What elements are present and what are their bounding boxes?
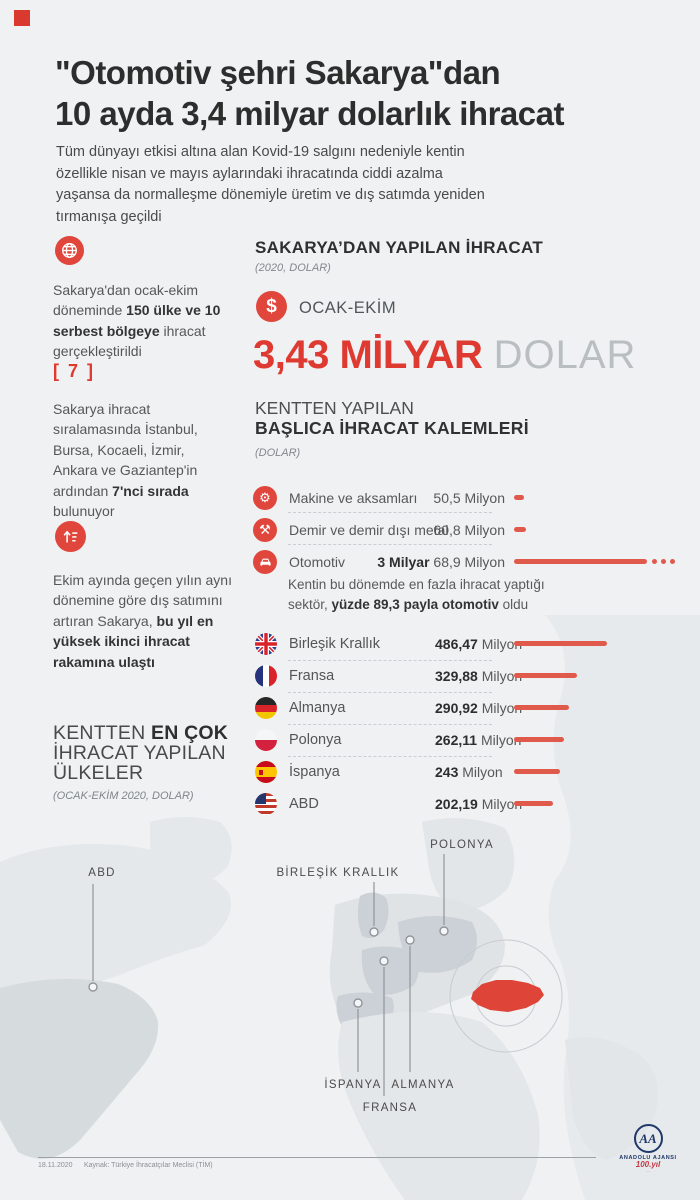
country-bar — [514, 641, 607, 646]
country-bar — [514, 705, 570, 710]
map-label-abd: ABD — [88, 867, 116, 879]
country-row: Birleşik Krallık 486,47 Milyon — [253, 628, 665, 660]
footer-source: Kaynak: Türkiye İhracatçılar Meclisi (Tİ… — [84, 1162, 213, 1169]
export-heading: SAKARYA’DAN YAPILAN İHRACAT — [255, 238, 544, 257]
sector-bar — [514, 495, 524, 500]
sector-row: Otomotiv 3 Milyar 68,9 Milyon — [253, 546, 675, 578]
rank-badge: [ 7 ] — [53, 361, 96, 381]
divider — [288, 756, 492, 757]
aa-logo-name: ANADOLU AJANSI — [619, 1155, 677, 1161]
period-label: OCAK-EKİM — [299, 299, 397, 317]
marker-uk — [369, 927, 379, 937]
sector-note: Kentin bu dönemde en fazla ihracat yaptı… — [288, 577, 545, 612]
countries-section-subtitle: (OCAK-EKİM 2020, DOLAR) — [53, 790, 194, 802]
flag-uk — [255, 633, 277, 655]
sectors-heading-line1: KENTTEN YAPILAN — [255, 398, 414, 418]
footer-date: 18.11.2020 — [38, 1162, 73, 1169]
sector-bar — [514, 527, 526, 532]
export-subtitle: (2020, DOLAR) — [255, 262, 331, 274]
intro-paragraph: Tüm dünyayı etkisi altına alan Kovid-19 … — [56, 144, 485, 225]
divider — [288, 544, 492, 545]
divider — [288, 692, 492, 693]
sectors-subtitle: (DOLAR) — [255, 447, 301, 459]
divider — [288, 512, 492, 513]
marker-france — [379, 956, 389, 966]
left-paragraph-2: Sakarya ihracat sıralamasında İstanbul, … — [53, 401, 198, 520]
page-title: "Otomotiv şehri Sakarya"dan 10 ayda 3,4 … — [55, 52, 655, 134]
aa-logo-icon: AA — [633, 1124, 663, 1153]
dollar-icon: $ — [256, 291, 287, 322]
flag-poland — [255, 729, 277, 751]
countries-section-heading: KENTTEN EN ÇOK İHRACAT YAPILAN ÜLKELER — [53, 722, 229, 784]
car-icon — [253, 550, 277, 574]
title-line1: "Otomotiv şehri Sakarya"dan — [55, 54, 501, 91]
flag-spain — [255, 761, 277, 783]
marker-poland — [439, 926, 449, 936]
aa-centennial-mark: 100.yıl — [635, 1160, 661, 1169]
map-label-germany: ALMANYA — [391, 1079, 455, 1091]
marker-spain — [353, 998, 363, 1008]
left-paragraph-1: Sakarya'dan ocak-ekim döneminde 150 ülke… — [53, 282, 221, 360]
sectors-heading-line2: BAŞLICA İHRACAT KALEMLERİ — [255, 418, 529, 438]
marker-usa — [88, 982, 98, 992]
country-row: Polonya 262,11 Milyon — [253, 724, 665, 756]
marker-germany — [405, 935, 415, 945]
country-row: ABD 202,19 Milyon — [253, 788, 665, 820]
map-label-uk: BİRLEŞİK KRALLIK — [276, 867, 400, 879]
left-paragraph-3: Ekim ayında geçen yılın aynı dönemine gö… — [53, 572, 232, 670]
sector-row: ⚒ Demir ve demir dışı metal 60,8 Milyon — [253, 514, 665, 546]
corner-accent-square — [14, 10, 30, 26]
total-export-amount: 3,43 MİLYAR DOLAR — [253, 334, 693, 376]
hammers-icon: ⚒ — [253, 518, 277, 542]
sector-row: ⚙ Makine ve aksamları 50,5 Milyon — [253, 482, 665, 514]
title-line2: 10 ayda 3,4 milyar dolarlık ihracat — [55, 95, 564, 132]
country-row: Fransa 329,88 Milyon — [253, 660, 665, 692]
anadolu-agency-logo: AA ANADOLU AJANSI 100.yıl ···· — [616, 1124, 680, 1174]
aa-centennial-sub: ···· — [645, 1169, 651, 1174]
bar-overflow-dots — [652, 559, 675, 564]
globe-icon — [55, 236, 84, 265]
divider — [288, 660, 492, 661]
country-bar — [514, 801, 553, 806]
footer-divider — [38, 1157, 596, 1158]
amount-unit: DOLAR — [493, 333, 637, 377]
map-label-poland: POLONYA — [430, 839, 494, 851]
gears-icon: ⚙ — [253, 486, 277, 510]
flag-germany — [255, 697, 277, 719]
amount-value: 3,43 MİLYAR — [253, 333, 483, 377]
flag-usa — [255, 793, 277, 815]
divider — [288, 724, 492, 725]
map-label-spain: İSPANYA — [324, 1079, 382, 1091]
country-bar — [514, 769, 561, 774]
flag-france — [255, 665, 277, 687]
sector-bar — [514, 559, 647, 564]
country-bar — [514, 737, 564, 742]
increase-sort-icon — [55, 521, 86, 552]
country-bar — [514, 673, 577, 678]
country-row: İspanya 243 Milyon — [253, 756, 665, 788]
country-row: Almanya 290,92 Milyon — [253, 692, 665, 724]
turkey-shape — [471, 980, 544, 1012]
map-label-france: FRANSA — [362, 1102, 418, 1114]
